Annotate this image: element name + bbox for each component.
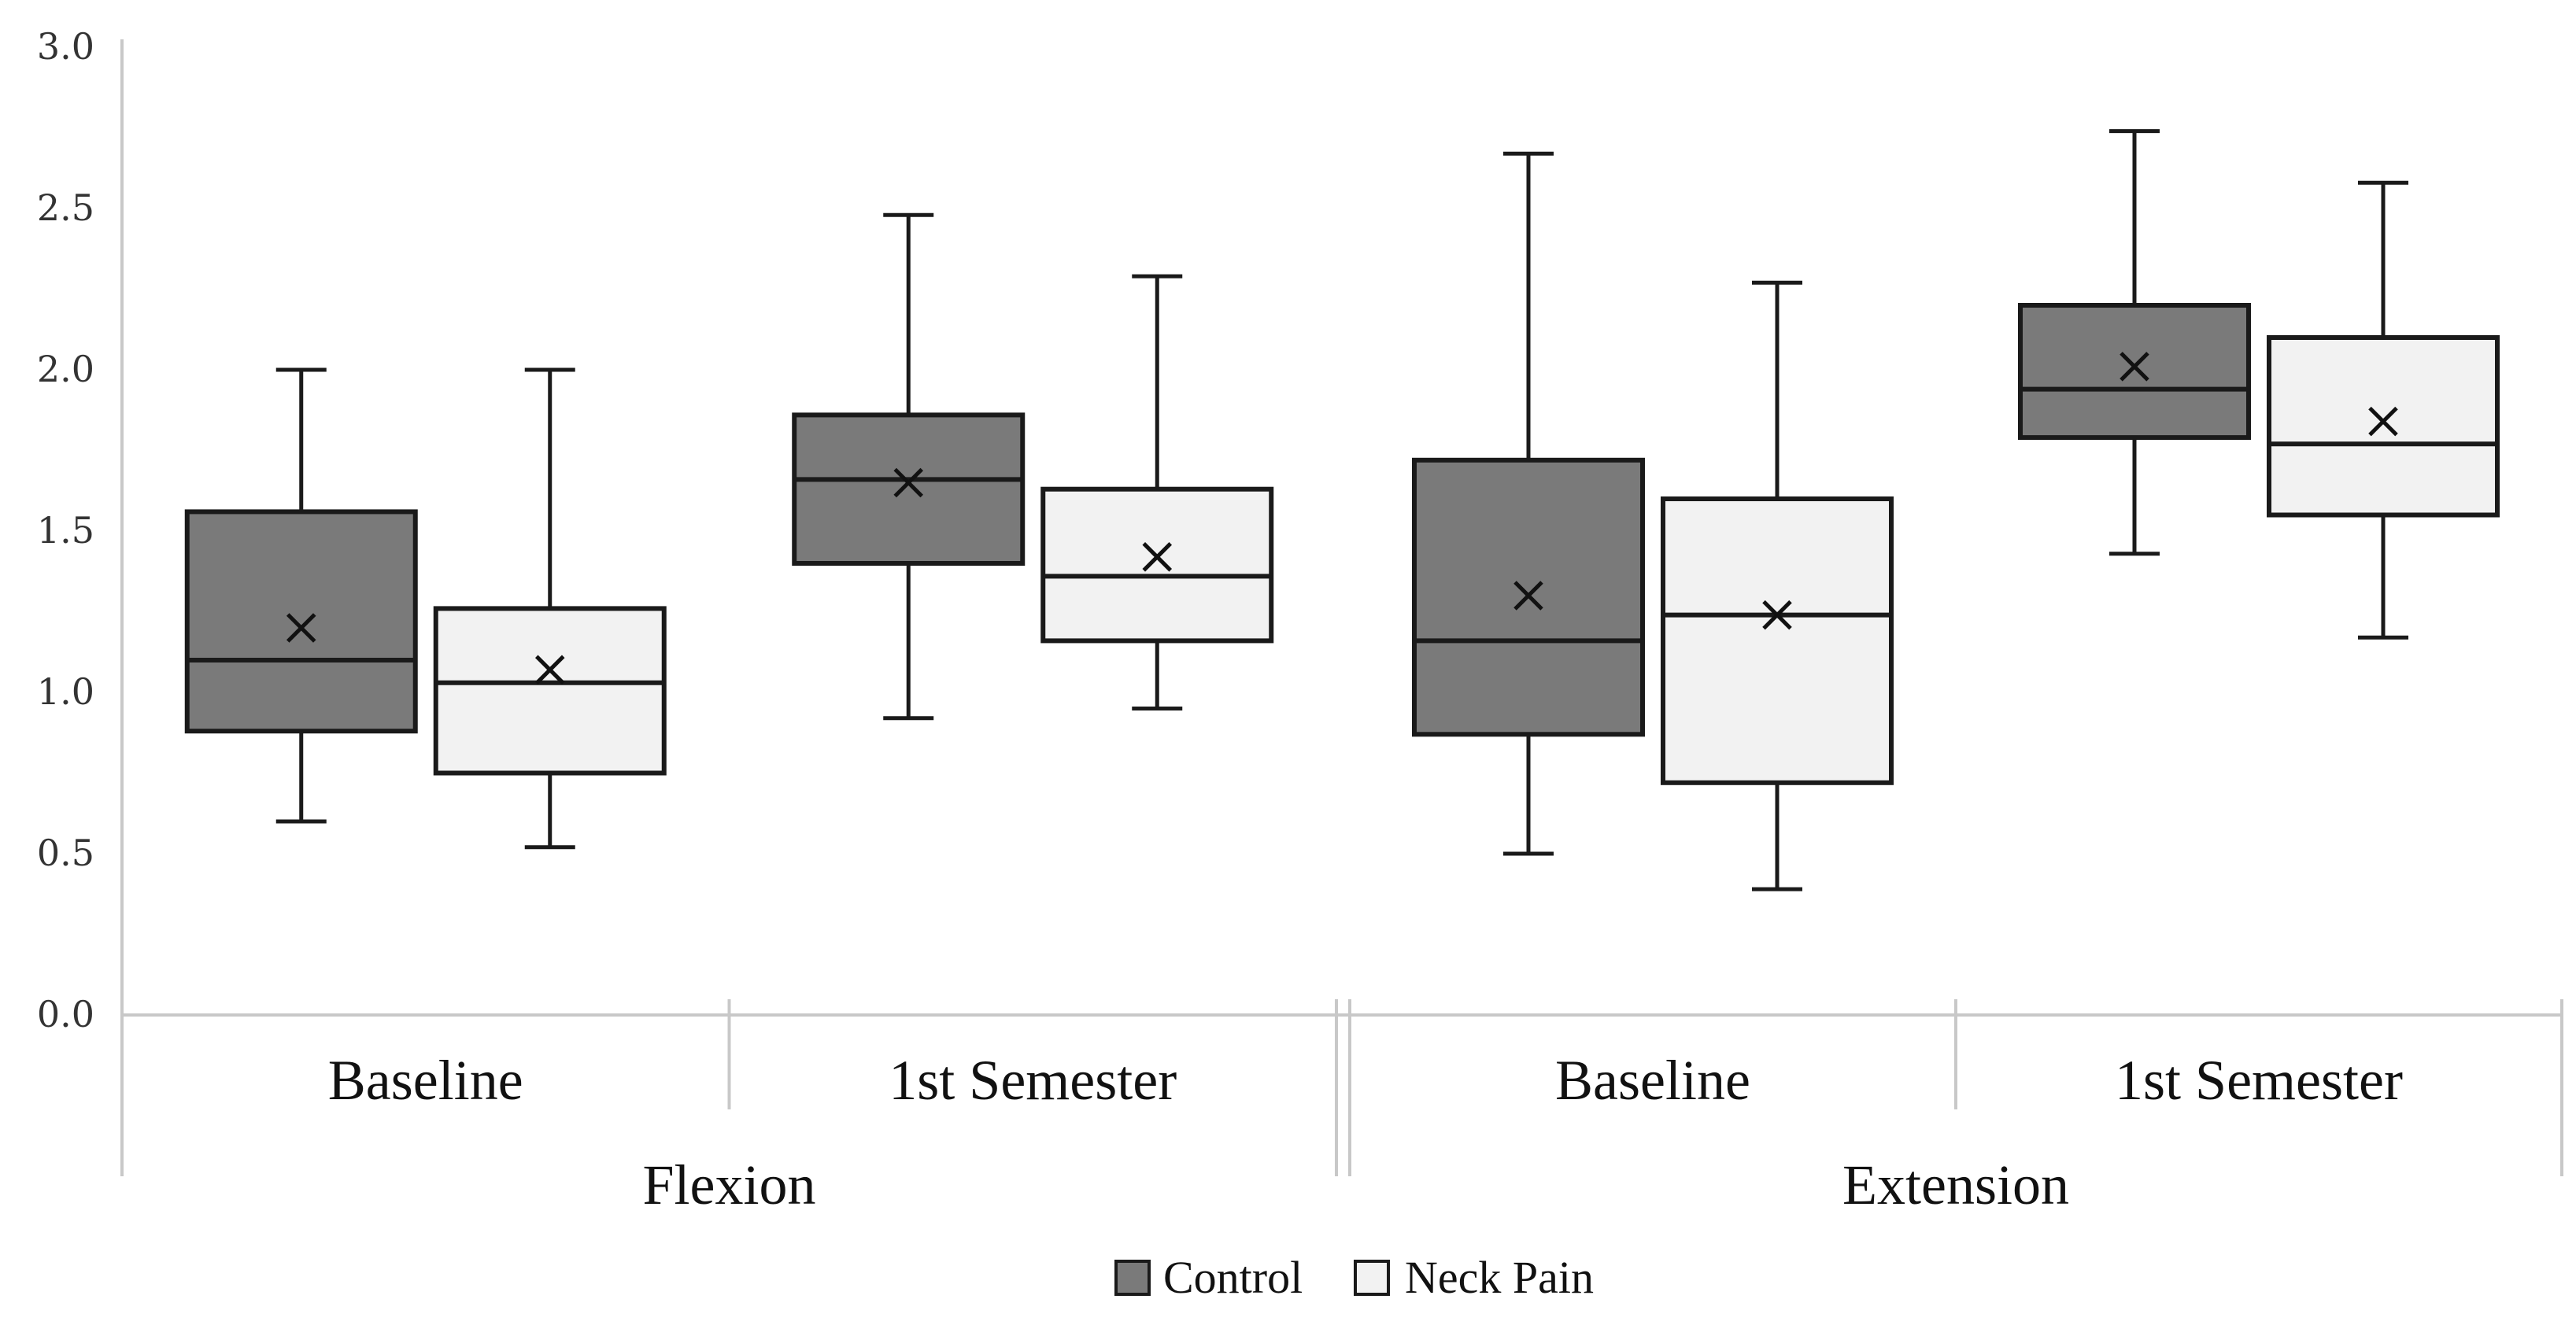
- mean-marker: [2368, 406, 2398, 437]
- interquartile-box: [433, 606, 667, 776]
- mean-marker: [1142, 542, 1173, 572]
- mean-marker: [534, 655, 565, 685]
- x-category-label: 1st Semester: [2115, 1049, 2403, 1112]
- box-control: [2018, 129, 2251, 556]
- plot-area: [184, 129, 2500, 891]
- box-control: [1412, 151, 1645, 856]
- y-tick-label: 0.0: [37, 993, 94, 1035]
- box-neck-pain: [1661, 280, 1894, 891]
- x-category-label: 1st Semester: [889, 1049, 1177, 1112]
- y-tick-label: 1.0: [37, 670, 94, 713]
- box-control: [792, 212, 1026, 721]
- y-tick-label: 2.5: [37, 186, 94, 229]
- mean-marker: [893, 467, 924, 498]
- box-neck-pain: [1040, 274, 1274, 710]
- interquartile-box: [792, 412, 1026, 567]
- y-tick-label: 0.5: [37, 832, 94, 874]
- legend-label: Neck Pain: [1405, 1252, 1594, 1303]
- x-category-label: Baseline: [1555, 1049, 1750, 1112]
- mean-marker: [2120, 352, 2149, 382]
- interquartile-box: [2267, 335, 2500, 518]
- x-group-label: Flexion: [642, 1153, 815, 1216]
- y-tick-label: 2.0: [37, 348, 94, 390]
- y-tick-label: 3.0: [37, 25, 94, 68]
- legend: Control Neck Pain: [1114, 1252, 1594, 1303]
- legend-swatch: [1114, 1260, 1151, 1296]
- interquartile-box: [2018, 303, 2251, 441]
- legend-item-neck-pain: Neck Pain: [1354, 1252, 1594, 1303]
- box-control: [184, 367, 418, 824]
- interquartile-box: [1040, 486, 1274, 644]
- x-group-label: Extension: [1842, 1153, 2069, 1216]
- x-category-label: Baseline: [328, 1049, 523, 1112]
- legend-label: Control: [1163, 1252, 1303, 1303]
- x-axis: Baseline 1st Semester Flexion Baseline 1st S…: [120, 999, 2563, 1216]
- y-tick-label: 1.5: [37, 509, 94, 552]
- y-axis: 0.0 0.5 1.0 1.5 2.0 2.5 3.0: [37, 25, 124, 1035]
- box-neck-pain: [433, 367, 667, 850]
- legend-item-control: Control: [1114, 1252, 1303, 1303]
- interquartile-box: [184, 509, 418, 734]
- interquartile-box: [1661, 496, 1894, 785]
- legend-swatch: [1354, 1260, 1390, 1296]
- box-neck-pain: [2267, 180, 2500, 640]
- mean-marker: [286, 613, 316, 643]
- mean-marker: [1762, 600, 1792, 630]
- mean-marker: [1513, 581, 1543, 611]
